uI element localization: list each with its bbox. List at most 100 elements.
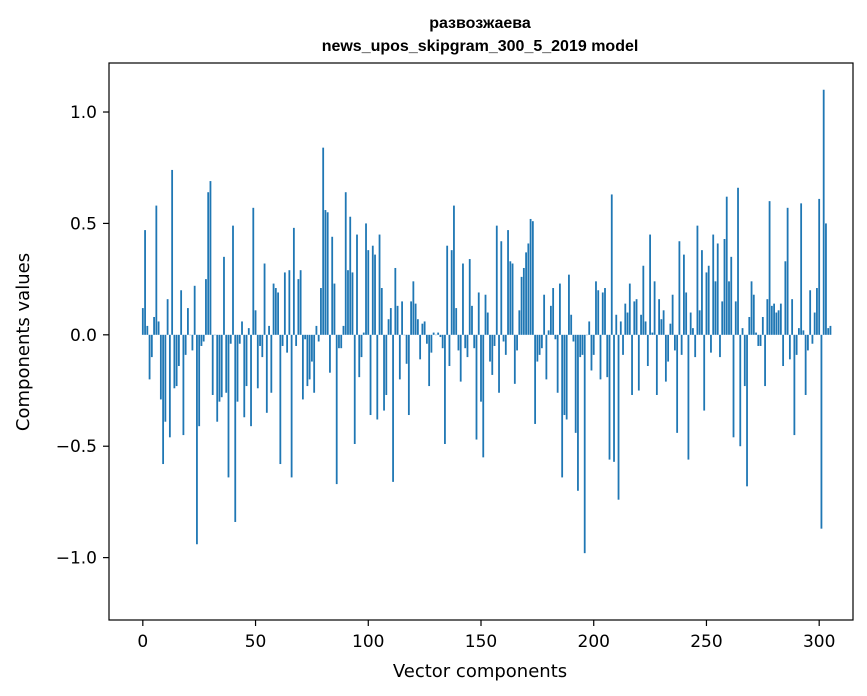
bar	[746, 334, 748, 487]
bar	[241, 321, 243, 335]
bar	[299, 270, 302, 335]
bar	[416, 319, 419, 335]
bar	[292, 227, 295, 335]
bar	[716, 243, 719, 335]
bar	[606, 334, 609, 378]
bar	[225, 334, 228, 393]
y-tick-label: −1.0	[56, 549, 97, 569]
bar	[811, 334, 814, 344]
bar	[507, 230, 509, 335]
plot-frame	[108, 62, 854, 621]
bar	[455, 308, 458, 335]
bar	[752, 294, 755, 335]
bar	[565, 334, 568, 420]
bar	[750, 281, 753, 335]
bar	[615, 314, 618, 335]
bar	[423, 321, 426, 335]
bar	[549, 305, 552, 335]
bar	[525, 252, 527, 335]
bar	[547, 330, 550, 335]
bar	[543, 294, 546, 335]
bar	[338, 334, 340, 349]
bar	[256, 334, 259, 389]
bar	[662, 310, 665, 335]
bar	[559, 283, 561, 335]
bar	[243, 334, 246, 418]
bar	[313, 334, 316, 393]
bar	[786, 207, 789, 335]
bar	[283, 272, 286, 335]
bar	[504, 334, 507, 355]
x-tick-label: 150	[465, 632, 497, 652]
bar	[757, 334, 760, 346]
bar	[265, 334, 268, 413]
bar	[335, 334, 338, 485]
bar	[622, 334, 624, 355]
bar	[513, 334, 516, 384]
bar	[610, 194, 613, 335]
bar	[635, 299, 638, 335]
bar	[633, 301, 636, 335]
bar	[518, 310, 521, 335]
bar	[692, 328, 694, 335]
bar	[387, 319, 390, 335]
bar	[829, 325, 832, 335]
bar	[263, 263, 266, 335]
bar	[822, 89, 825, 335]
bar	[703, 334, 706, 411]
bar	[766, 299, 769, 335]
bar	[412, 281, 415, 335]
bar	[281, 334, 284, 346]
bar	[193, 285, 196, 335]
bar	[556, 334, 559, 393]
bar	[680, 334, 683, 355]
bar	[466, 334, 469, 358]
bar	[491, 334, 494, 375]
bar	[561, 334, 564, 478]
bar	[320, 288, 322, 335]
bar	[232, 225, 234, 335]
bar	[741, 328, 744, 335]
bar	[597, 290, 600, 335]
bar	[268, 325, 270, 335]
bar	[631, 334, 633, 395]
bar-series	[141, 89, 832, 554]
bar	[177, 334, 180, 367]
bar	[153, 316, 155, 335]
bar	[809, 290, 812, 335]
bar	[437, 332, 440, 335]
bar	[813, 312, 816, 335]
bar	[419, 334, 422, 360]
bar	[759, 334, 762, 346]
bar	[394, 267, 397, 335]
x-axis-ticks: 0 50 100 150 200 250 300	[137, 620, 835, 652]
bar	[678, 241, 681, 335]
bar	[430, 334, 433, 353]
y-tick-label: 1.0	[70, 103, 97, 123]
chart-title-line-2: news_upos_skipgram_300_5_2019 model	[322, 38, 639, 55]
bar	[471, 305, 473, 335]
bar	[538, 334, 541, 355]
bar	[324, 210, 327, 335]
bar	[599, 334, 602, 380]
bar	[141, 308, 144, 335]
bar	[498, 334, 500, 393]
bar	[187, 308, 189, 335]
bar	[673, 334, 676, 351]
bar	[211, 334, 214, 395]
bar	[252, 207, 255, 335]
bar	[175, 334, 178, 387]
x-axis-label: Vector components	[393, 661, 567, 682]
bar	[477, 292, 480, 335]
bar	[351, 272, 354, 335]
x-tick-label: 100	[352, 632, 384, 652]
bar	[671, 294, 674, 335]
bar	[795, 334, 798, 355]
y-tick-label: 0.5	[70, 214, 97, 234]
bar	[311, 334, 313, 362]
bar	[664, 334, 667, 382]
bar	[493, 334, 496, 346]
bar	[425, 334, 428, 344]
bar	[365, 223, 367, 335]
x-tick-label: 50	[245, 632, 267, 652]
